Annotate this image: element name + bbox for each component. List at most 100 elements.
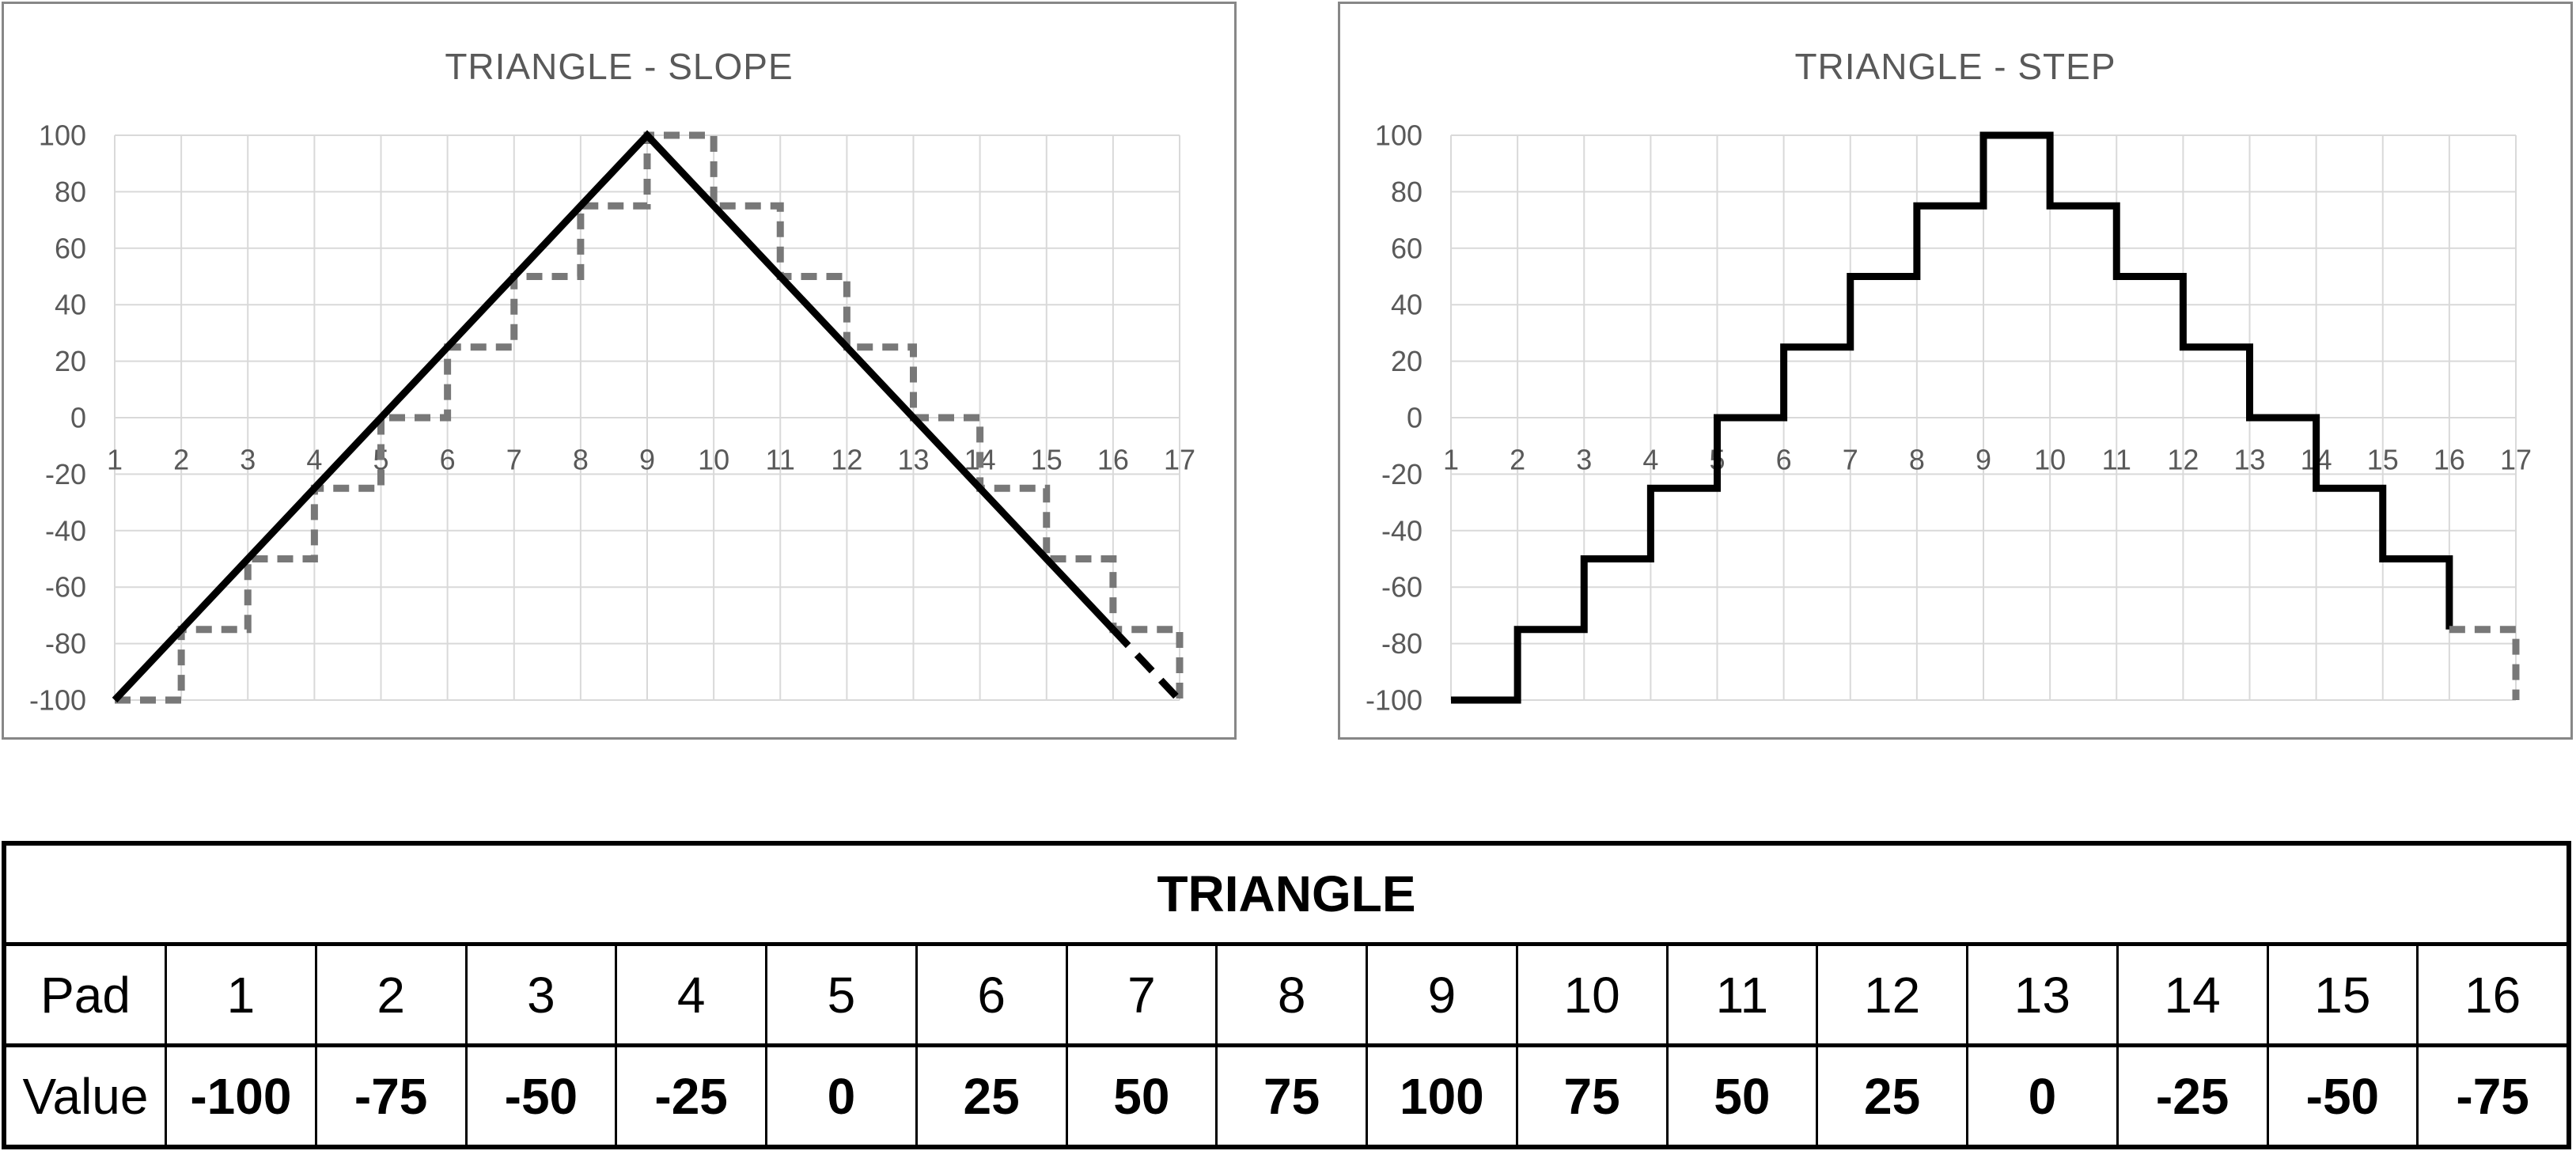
pad-value-cell: 25 — [1816, 1047, 1966, 1145]
y-axis-tick-label: 40 — [55, 289, 86, 321]
pad-number-cell: 1 — [165, 946, 315, 1043]
x-axis-tick-label: 9 — [1976, 444, 1991, 476]
pad-number-cell: 10 — [1515, 946, 1666, 1043]
triangle-step-solid-black-line — [1451, 131, 2453, 704]
table-title: TRIANGLE — [1157, 865, 1416, 922]
x-axis-tick-label: 12 — [831, 444, 862, 476]
chart-panel-step: 100 80 60 40 20 0 -20 -40 -60 -80 -100 1 2 3 4 5 6 7 8 9 10 1… — [1338, 2, 2573, 740]
y-axis-tick-label: 0 — [70, 402, 86, 434]
pad-value-cell: -75 — [2416, 1047, 2567, 1145]
pad-value-cell: 0 — [765, 1047, 915, 1145]
y-axis-tick-label: -100 — [29, 684, 86, 717]
y-axis-tick-label: 40 — [1391, 289, 1422, 321]
triangle-step-wrap-dashed-gray-line — [2449, 626, 2520, 700]
y-axis-tick-label: 80 — [55, 176, 86, 208]
pad-value-cell: 50 — [1065, 1047, 1216, 1145]
x-axis-tick-label: 12 — [2167, 444, 2199, 476]
x-axis-tick-label: 4 — [306, 444, 322, 476]
y-axis-tick-label: 80 — [1391, 176, 1422, 208]
y-axis-tick-label: -60 — [45, 571, 86, 604]
x-axis-tick-label: 2 — [173, 444, 189, 476]
x-axis-tick-label: 3 — [240, 444, 256, 476]
triangle-table: TRIANGLE Pad 1 2 3 4 5 6 7 8 9 10 11 12 13 14 15 16 Valu… — [2, 841, 2571, 1149]
table-pad-row: Pad 1 2 3 4 5 6 7 8 9 10 11 12 13 14 15 16 — [6, 942, 2567, 1043]
y-axis-tick-label: 60 — [1391, 232, 1422, 264]
value-row-header: Value — [22, 1067, 149, 1125]
pad-value-cell: 75 — [1215, 1047, 1366, 1145]
x-axis-tick-label: 10 — [2034, 444, 2066, 476]
y-axis-tick-label: 20 — [55, 345, 86, 377]
y-axis-tick-label: -100 — [1366, 684, 1422, 717]
y-axis-tick-label: -20 — [45, 458, 86, 490]
pad-number-cell: 12 — [1816, 946, 1966, 1043]
pad-number-cell: 9 — [1366, 946, 1516, 1043]
table-title-row: TRIANGLE — [6, 846, 2567, 942]
y-axis-tick-label: -80 — [1381, 627, 1422, 660]
pad-row-header: Pad — [40, 966, 131, 1024]
y-axis-tick-label: -80 — [45, 627, 86, 660]
y-axis-tick-label: -40 — [45, 514, 86, 547]
y-axis-tick-label: 0 — [1407, 402, 1422, 434]
x-axis-tick-label: 6 — [1776, 444, 1792, 476]
pad-number-cell: 2 — [314, 946, 465, 1043]
pad-value-cell: -50 — [2266, 1047, 2417, 1145]
x-axis-tick-label: 17 — [2500, 444, 2532, 476]
y-axis-tick-label: -40 — [1381, 514, 1422, 547]
pad-number-cell: 8 — [1215, 946, 1366, 1043]
x-axis-tick-label: 11 — [2102, 444, 2131, 476]
triangle-slope-wrap-dashed-black-line — [1110, 627, 1183, 703]
pad-value-cell: 75 — [1515, 1047, 1666, 1145]
x-axis-tick-label: 9 — [639, 444, 655, 476]
pad-number-cell: 13 — [1966, 946, 2116, 1043]
y-axis-tick-label: 60 — [55, 232, 86, 264]
pad-value-cell: -75 — [314, 1047, 465, 1145]
y-axis-tick-label: 100 — [39, 119, 86, 152]
pad-value-cell: -100 — [165, 1047, 315, 1145]
pad-value-cell: -25 — [615, 1047, 765, 1145]
x-axis-tick-label: 8 — [1909, 444, 1925, 476]
pad-number-cell: 14 — [2116, 946, 2267, 1043]
pad-value-cell: 25 — [915, 1047, 1066, 1145]
y-axis-tick-label: -20 — [1381, 458, 1422, 490]
pad-number-cell: 5 — [765, 946, 915, 1043]
table-value-row: Value -100 -75 -50 -25 0 25 50 75 100 75 50 25 0 -25 -5… — [6, 1043, 2567, 1145]
x-axis-tick-label: 3 — [1576, 444, 1592, 476]
x-axis-tick-label: 16 — [2434, 444, 2465, 476]
y-axis-tick-label: -60 — [1381, 571, 1422, 604]
x-axis-tick-label: 13 — [2233, 444, 2265, 476]
pad-value-cell: 50 — [1665, 1047, 1816, 1145]
x-axis-tick-label: 17 — [1164, 444, 1195, 476]
triangle-slope-solid-black-line — [112, 130, 1116, 703]
pad-number-cell: 4 — [615, 946, 765, 1043]
y-axis-tick-label: 20 — [1391, 345, 1422, 377]
x-axis-tick-label: 1 — [1443, 444, 1459, 476]
x-axis-tick-label: 16 — [1097, 444, 1129, 476]
x-axis-tick-label: 13 — [897, 444, 929, 476]
pad-number-cell: 16 — [2416, 946, 2567, 1043]
x-axis-tick-label: 8 — [573, 444, 589, 476]
x-axis-tick-label: 2 — [1510, 444, 1525, 476]
x-axis-tick-label: 6 — [440, 444, 456, 476]
x-axis-tick-label: 7 — [506, 444, 522, 476]
pad-value-cell: -50 — [464, 1047, 616, 1145]
x-axis-tick-label: 7 — [1843, 444, 1858, 476]
step-chart-title: TRIANGLE - STEP — [1794, 46, 2116, 87]
pad-number-cell: 15 — [2266, 946, 2417, 1043]
pad-value-cell: 100 — [1366, 1047, 1516, 1145]
pad-number-cell: 7 — [1065, 946, 1216, 1043]
x-axis-tick-label: 15 — [1031, 444, 1063, 476]
pad-value-cell: 0 — [1966, 1047, 2116, 1145]
x-axis-tick-label: 4 — [1642, 444, 1658, 476]
pad-number-cell: 11 — [1665, 946, 1816, 1043]
y-axis-tick-label: 100 — [1375, 119, 1422, 152]
x-axis-tick-label: 1 — [107, 444, 123, 476]
x-axis-tick-label: 15 — [2367, 444, 2399, 476]
chart-panel-slope: 100 80 60 40 20 0 -20 -40 -60 -80 -100 1 2 3 4 5 6 7 8 9 10 1… — [2, 2, 1237, 740]
pad-number-cell: 6 — [915, 946, 1066, 1043]
x-axis-tick-label: 11 — [766, 444, 795, 476]
pad-value-cell: -25 — [2116, 1047, 2267, 1145]
pad-number-cell: 3 — [464, 946, 616, 1043]
